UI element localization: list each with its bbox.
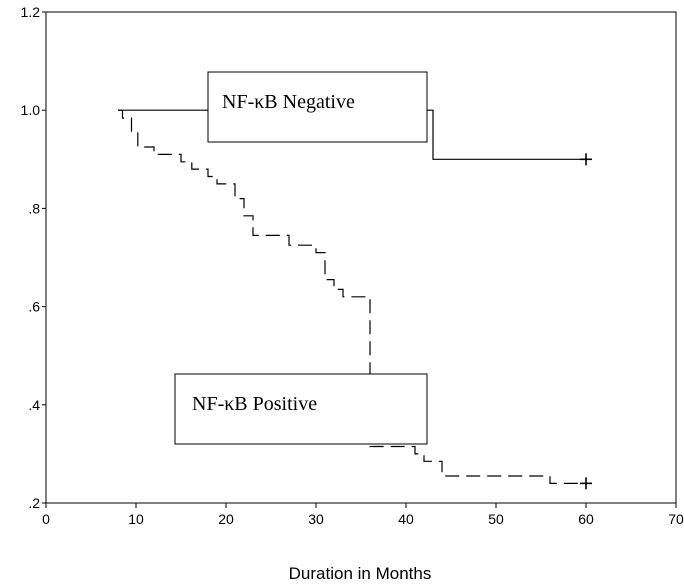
- censor-mark-positive: [580, 477, 592, 490]
- x-axis: 0 10 20 30 40 50 60 70: [42, 503, 684, 527]
- y-tick-label: .6: [28, 299, 40, 315]
- series-line-positive: [118, 109, 586, 484]
- y-tick-label: .8: [28, 200, 40, 216]
- x-tick-label: 40: [398, 511, 414, 527]
- x-tick-label: 10: [128, 511, 144, 527]
- x-tick-label: 60: [578, 511, 594, 527]
- censor-mark-negative: [580, 153, 592, 166]
- x-tick-label: 70: [668, 511, 684, 527]
- x-tick-label: 30: [308, 511, 324, 527]
- x-tick-label: 50: [488, 511, 504, 527]
- annotation-positive-box: [174, 373, 428, 445]
- y-tick-label: .2: [28, 495, 40, 511]
- y-tick-label: 1.0: [21, 102, 41, 118]
- x-axis-label: Duration in Months: [289, 564, 432, 583]
- y-tick-label: 1.2: [21, 4, 41, 20]
- y-axis: .2 .4 .6 .8 1.0 1.2: [21, 4, 46, 511]
- x-tick-label: 20: [218, 511, 234, 527]
- annotation-positive-text: NF-κB Positive: [192, 393, 317, 415]
- annotation-negative: NF-κB Negative: [207, 71, 428, 143]
- x-tick-label: 0: [42, 511, 50, 527]
- annotation-positive: NF-κB Positive: [174, 373, 428, 445]
- annotation-negative-text: NF-κB Negative: [222, 91, 355, 113]
- y-tick-label: .4: [28, 397, 40, 413]
- annotation-negative-box: [207, 71, 428, 143]
- plot-frame: [45, 11, 677, 504]
